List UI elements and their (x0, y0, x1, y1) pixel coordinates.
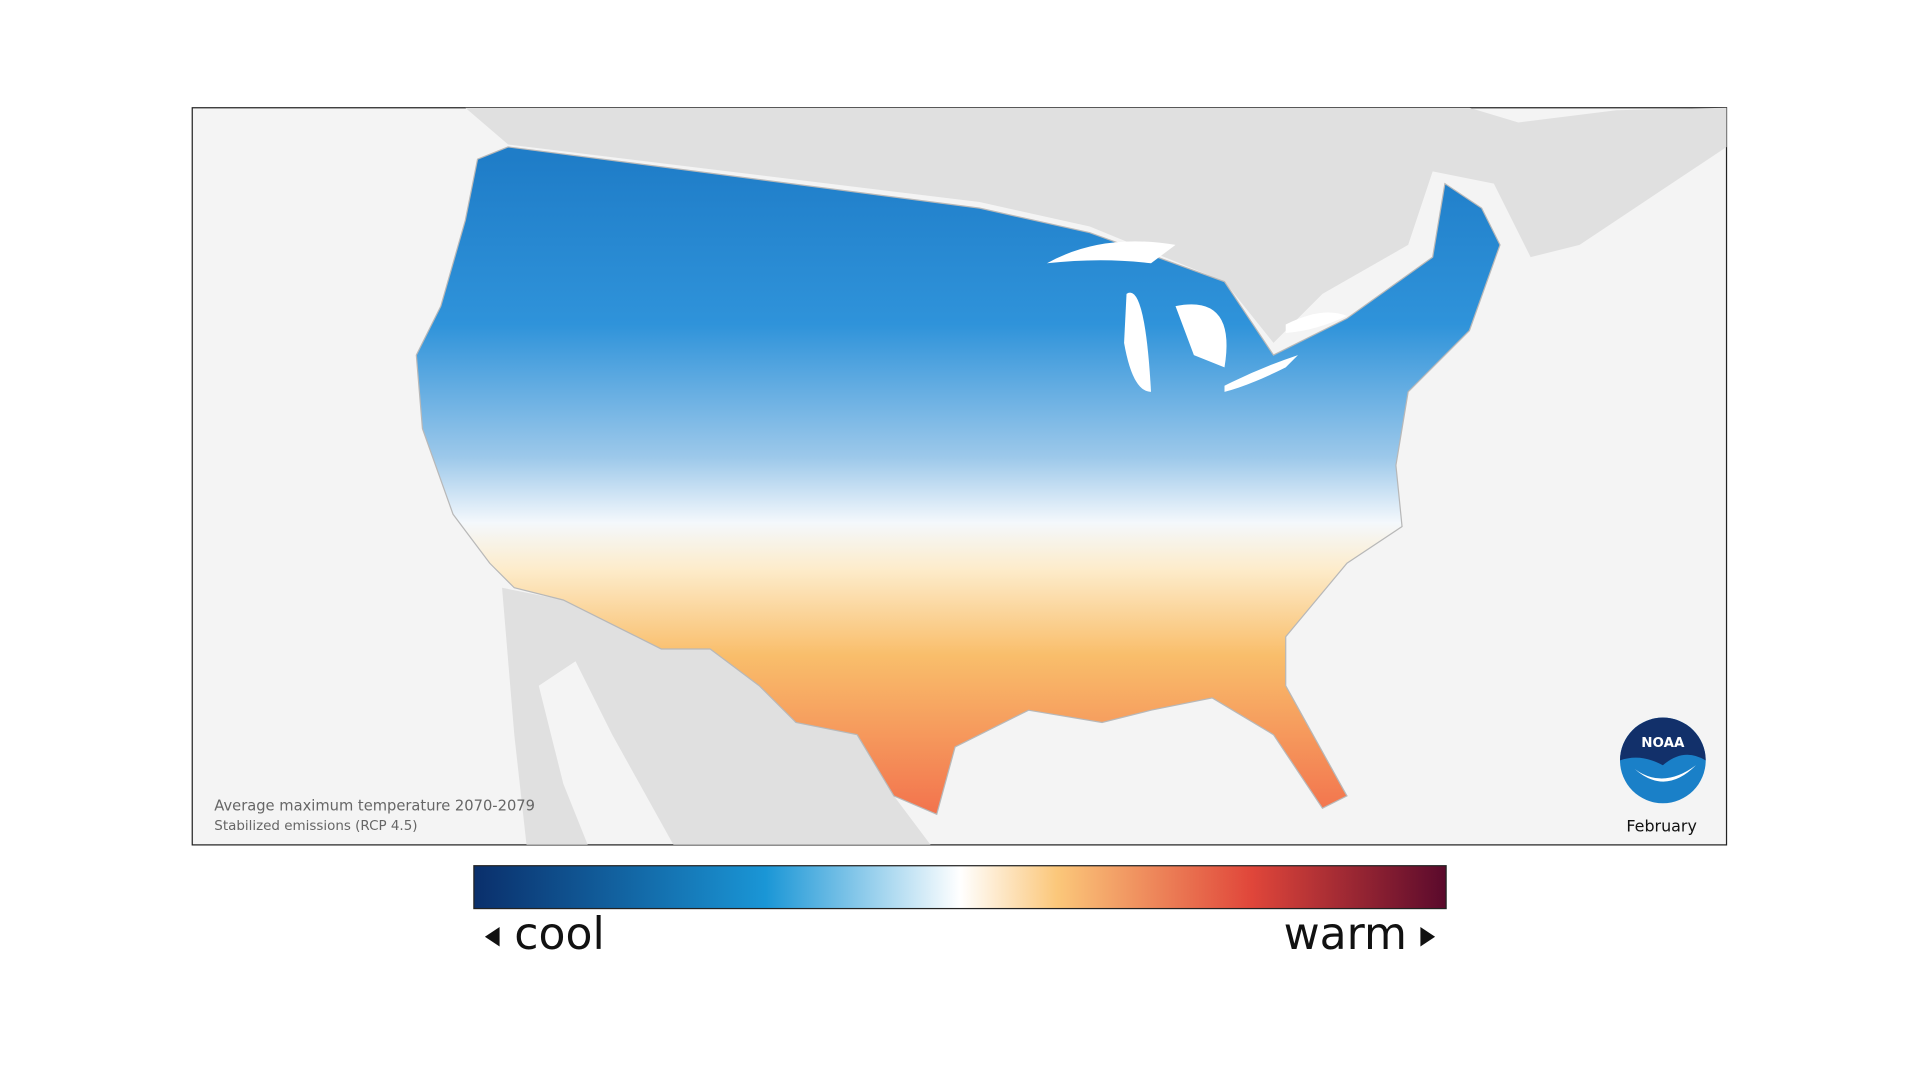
legend-high-label: warm (1284, 909, 1407, 960)
lake-ontario (1285, 312, 1347, 334)
caption-line: Stabilized emissions (RCP 4.5) (214, 819, 417, 834)
lake-superior (1046, 241, 1176, 264)
legend: cool warm (473, 865, 1447, 960)
lake-erie (1224, 355, 1298, 392)
right-arrow (1420, 926, 1436, 947)
us-temperature-map (415, 146, 1501, 816)
legend-low-label: cool (514, 909, 604, 960)
canada (440, 107, 1727, 343)
month-label: February (1626, 816, 1696, 835)
color-bar (473, 865, 1447, 910)
noaa-logo: NOAA (1620, 717, 1706, 804)
lake-michigan (1124, 292, 1152, 392)
left-arrow (484, 926, 500, 947)
caption-line: Average maximum temperature 2070-2079 (214, 798, 535, 815)
logo-text: NOAA (1641, 736, 1685, 751)
mexico (502, 587, 931, 845)
lake-huron (1175, 304, 1227, 368)
map-frame: Average maximum temperature 2070-2079 St… (191, 107, 1728, 846)
